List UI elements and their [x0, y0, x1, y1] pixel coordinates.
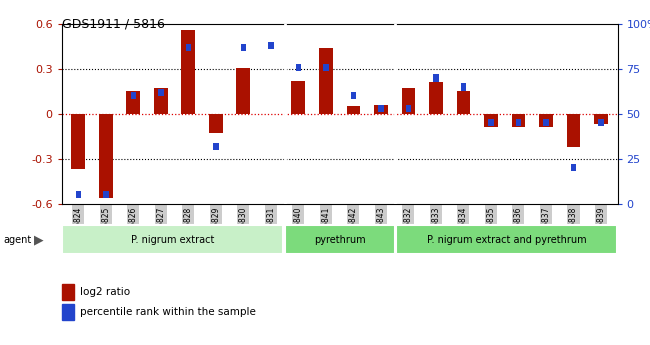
Text: ▶: ▶	[34, 233, 44, 246]
Bar	[99, 114, 112, 198]
Bar	[291, 81, 305, 114]
Bar	[237, 68, 250, 114]
Bar	[103, 191, 109, 198]
Bar	[406, 105, 411, 112]
Bar	[126, 91, 140, 114]
Bar	[62, 225, 283, 254]
Bar	[543, 119, 549, 126]
Bar	[567, 114, 580, 147]
Bar	[268, 42, 274, 49]
Bar	[319, 48, 333, 114]
Bar	[346, 106, 360, 114]
Text: log2 ratio: log2 ratio	[79, 287, 129, 297]
Bar	[594, 114, 608, 124]
Text: P. nigrum extract and pyrethrum: P. nigrum extract and pyrethrum	[426, 235, 586, 245]
Bar	[571, 164, 577, 171]
Bar	[323, 63, 329, 71]
Bar	[154, 88, 168, 114]
Text: GDS1911 / 5816: GDS1911 / 5816	[62, 17, 164, 30]
Bar	[209, 114, 223, 133]
Bar	[598, 119, 604, 126]
Text: pyrethrum: pyrethrum	[314, 235, 365, 245]
Bar	[185, 44, 191, 51]
Bar	[62, 284, 74, 299]
Bar	[158, 89, 164, 96]
Bar	[456, 91, 471, 114]
Bar	[213, 142, 218, 150]
Bar	[285, 225, 395, 254]
Bar	[484, 114, 498, 127]
Bar	[402, 88, 415, 114]
Bar	[62, 304, 74, 320]
Text: P. nigrum extract: P. nigrum extract	[131, 235, 214, 245]
Bar	[374, 105, 388, 114]
Bar	[296, 63, 301, 71]
Bar	[461, 83, 466, 90]
Bar	[72, 114, 85, 169]
Text: percentile rank within the sample: percentile rank within the sample	[79, 307, 255, 317]
Bar	[240, 44, 246, 51]
Bar	[539, 114, 553, 127]
Bar	[429, 82, 443, 114]
Bar	[512, 114, 525, 127]
Bar	[488, 119, 494, 126]
Bar	[350, 92, 356, 99]
Bar	[378, 105, 383, 112]
Bar	[75, 191, 81, 198]
Bar	[396, 225, 617, 254]
Text: agent: agent	[3, 235, 31, 245]
Bar	[181, 30, 195, 114]
Bar	[433, 75, 439, 81]
Bar	[515, 119, 521, 126]
Bar	[131, 92, 136, 99]
